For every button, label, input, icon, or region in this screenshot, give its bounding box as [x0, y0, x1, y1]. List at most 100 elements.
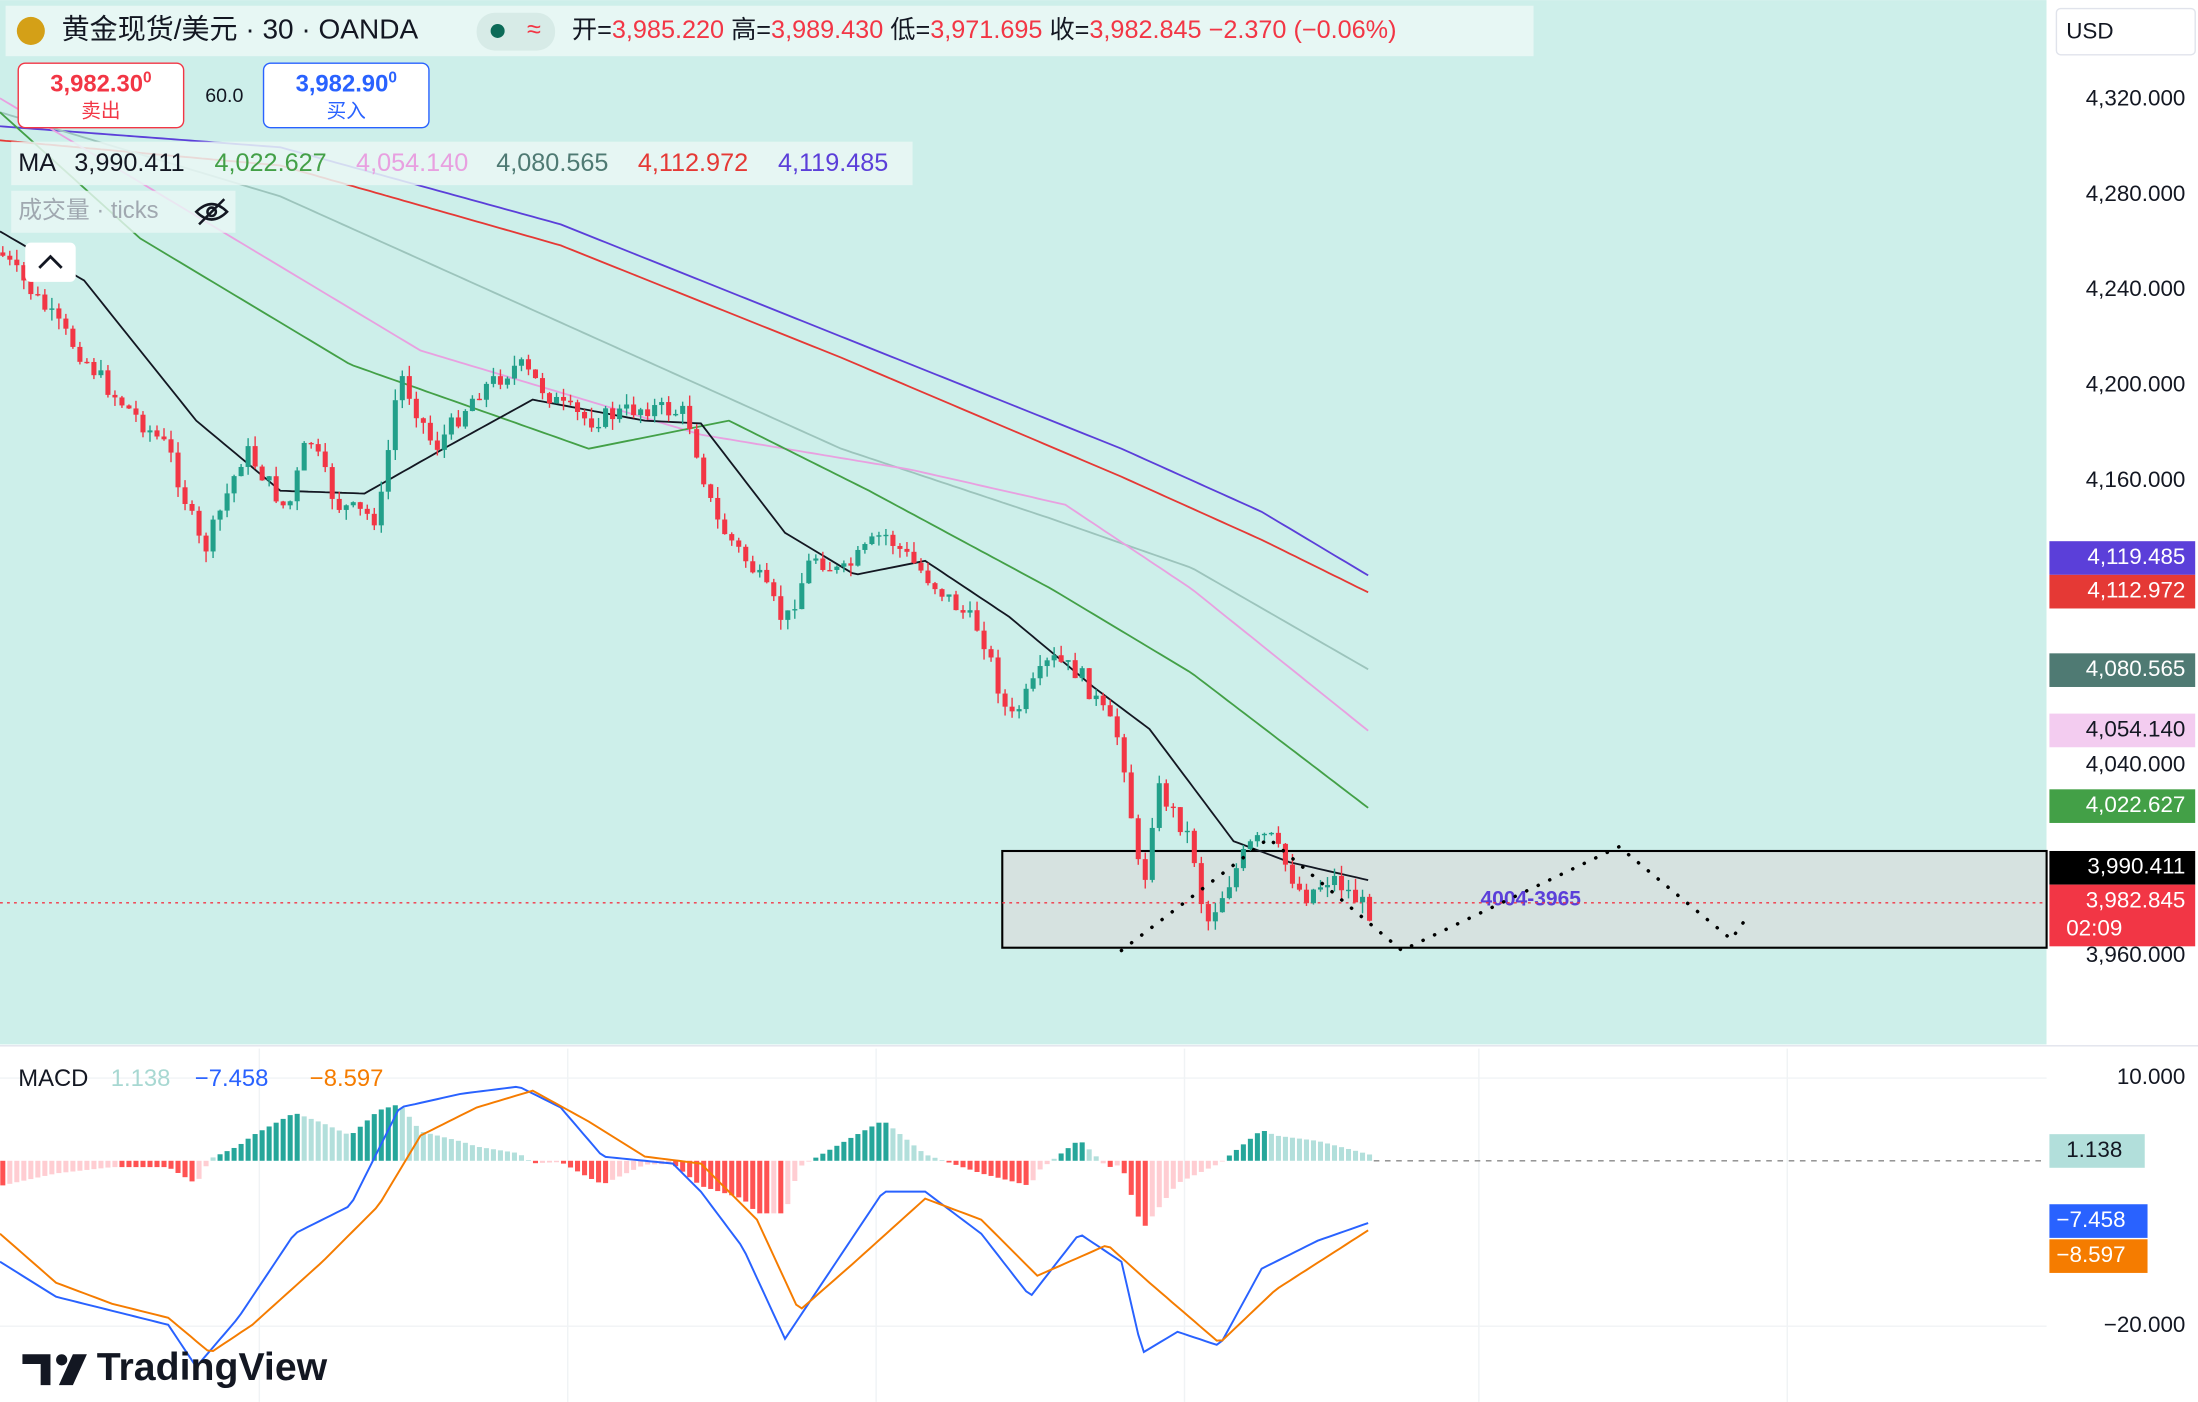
macd-legend-label[interactable]: MACD	[18, 1065, 88, 1092]
macd-histogram-bar	[357, 1126, 363, 1161]
sell-button[interactable]	[17, 62, 185, 129]
collapse-arrow	[38, 254, 63, 269]
candle-body	[287, 501, 293, 506]
macd-histogram-bar	[925, 1155, 931, 1161]
projection-path	[1119, 836, 1752, 953]
macd-histogram-bar	[84, 1160, 90, 1170]
macd-histogram-bar	[189, 1160, 195, 1182]
macd-histogram-bar	[757, 1160, 763, 1214]
candle-body	[645, 409, 651, 417]
candle-body	[708, 484, 714, 498]
ohlc-value: 3,985.220	[612, 16, 724, 44]
last-price-tag: 3,982.845	[2086, 887, 2186, 912]
candle-body	[1037, 666, 1043, 679]
macd-histogram-bar	[694, 1160, 700, 1183]
macd-histogram-bar	[252, 1134, 258, 1161]
candle-body	[42, 294, 48, 310]
macd-histogram-bar	[813, 1157, 819, 1161]
macd-histogram-bar	[42, 1160, 48, 1176]
macd-histogram-bar	[329, 1127, 335, 1161]
macd-histogram-bar	[1233, 1149, 1239, 1161]
candle-body	[1142, 859, 1148, 880]
candle-body	[469, 398, 475, 412]
candle-body	[1107, 705, 1113, 717]
symbol-title[interactable]: 黄金现货/美元 · 30 · OANDA	[62, 13, 419, 44]
macd-histogram-bar	[1044, 1160, 1050, 1165]
candle-body	[1002, 693, 1008, 707]
macd-tag-bg	[2049, 1204, 2148, 1238]
price-scale	[2046, 0, 2198, 1402]
candle-body	[112, 394, 118, 398]
collapse-button[interactable]	[25, 242, 76, 282]
price-tag: 4,112.972	[2087, 578, 2185, 603]
macd-histogram-bar	[1360, 1152, 1366, 1161]
macd-histogram-bar	[1135, 1160, 1141, 1217]
candle-body	[434, 440, 440, 450]
hide-icon[interactable]	[194, 198, 229, 226]
macd-histogram-bar	[1163, 1160, 1169, 1198]
candle-body	[329, 467, 335, 499]
candle-body	[729, 534, 735, 541]
candle-body	[399, 376, 405, 401]
macd-histogram-bar	[196, 1160, 202, 1179]
macd-histogram-bar	[280, 1118, 286, 1161]
price-tag: 4,054.140	[2086, 716, 2186, 741]
macd-histogram-bar	[1023, 1160, 1029, 1185]
candle-body	[701, 457, 707, 485]
candle-body	[490, 376, 496, 384]
candle-body	[105, 370, 111, 395]
macd-histogram-bar	[287, 1115, 293, 1161]
macd-histogram-bar	[743, 1160, 749, 1202]
macd-tag: −8.597	[2056, 1242, 2125, 1267]
spread: 60.0	[205, 85, 243, 107]
macd-histogram-bar	[420, 1132, 426, 1161]
macd-histogram-bar	[1177, 1160, 1183, 1182]
macd-histogram-bar	[1212, 1160, 1218, 1166]
candle-body	[1233, 868, 1239, 888]
macd-histogram-bar	[911, 1145, 917, 1161]
macd-histogram-bar	[1367, 1154, 1373, 1161]
candle-body	[1191, 830, 1197, 864]
macd-histogram-bar	[294, 1113, 300, 1161]
macd-histogram-bar	[448, 1139, 454, 1161]
brand-logo[interactable]: TradingView	[22, 1345, 328, 1389]
sell-price-main: 3,982.30	[50, 71, 143, 98]
candle-body	[862, 544, 868, 550]
macd-histogram-bar	[490, 1149, 496, 1161]
ohlc-label: 收=	[1049, 16, 1089, 44]
ma-legend-label[interactable]: MA	[18, 149, 56, 177]
volume-legend[interactable]: 成交量 · ticks	[18, 197, 158, 224]
macd-histogram-bar	[575, 1160, 581, 1172]
symbol-logo[interactable]	[16, 16, 45, 45]
macd-histogram-bar	[1058, 1153, 1064, 1161]
price-tag-bg	[2049, 713, 2196, 748]
currency-button[interactable]	[2055, 7, 2196, 56]
macd-histogram-bar	[259, 1130, 265, 1161]
candle-body	[294, 470, 300, 502]
candle-body	[476, 398, 482, 401]
candle-body	[687, 405, 693, 430]
macd-histogram-bar	[175, 1160, 181, 1173]
ohlc-value: 3,989.430	[771, 16, 883, 44]
macd-histogram-bar	[168, 1160, 174, 1169]
candle-body	[357, 502, 363, 509]
price-tag-bg	[2049, 789, 2196, 823]
candle-body	[736, 540, 742, 547]
candle-body	[392, 400, 398, 451]
macd-histogram-bar	[932, 1157, 938, 1161]
candle-body	[1310, 889, 1316, 904]
macd-histogram-bar	[231, 1147, 237, 1161]
price-tick-label: 4,280.000	[2086, 181, 2186, 206]
candle-body	[1261, 833, 1267, 836]
macd-histogram-bar	[1142, 1160, 1148, 1226]
macd-tag: −7.458	[2056, 1207, 2125, 1232]
buy-button[interactable]	[262, 62, 430, 129]
status-pill[interactable]	[476, 12, 556, 51]
candle-body	[63, 318, 69, 329]
macd-histogram-bar	[778, 1160, 784, 1214]
macd-histogram-bar	[568, 1160, 574, 1168]
ma-value: 4,112.972	[638, 149, 748, 177]
candle-body	[0, 252, 6, 256]
macd-histogram-bar	[434, 1135, 440, 1161]
macd-histogram-bar	[827, 1149, 833, 1161]
